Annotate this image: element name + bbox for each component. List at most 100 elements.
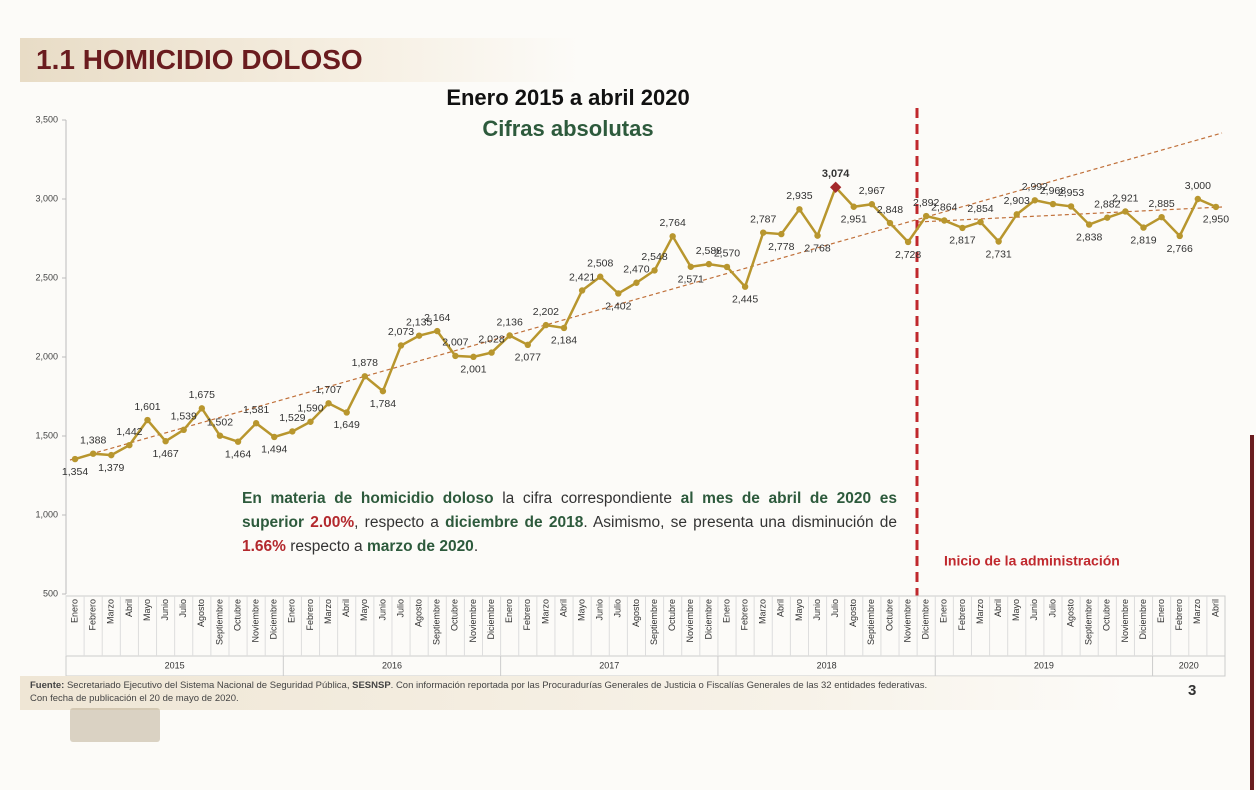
edge-bar	[1250, 435, 1254, 790]
value-label: 1,590	[297, 403, 323, 415]
value-label: 2,766	[1167, 243, 1193, 255]
value-label: 2,202	[533, 306, 559, 318]
x-tick-label: Julio	[613, 599, 623, 618]
value-label: 2,935	[786, 190, 812, 202]
year-label: 2015	[165, 660, 185, 670]
value-label: 2,885	[1148, 198, 1174, 210]
x-tick-label: Agosto	[196, 599, 206, 627]
value-label: 1,784	[370, 398, 396, 410]
point-marker	[506, 332, 513, 339]
value-label: 2,817	[949, 235, 975, 247]
point-marker	[434, 327, 441, 335]
value-label: 2,854	[967, 203, 993, 215]
value-label: 2,077	[515, 352, 541, 364]
point-marker	[397, 342, 405, 349]
annotation-text: En materia de homicidio doloso	[242, 490, 494, 507]
point-marker	[252, 420, 260, 427]
x-tick-label: Junio	[1029, 599, 1039, 621]
x-tick-label: Julio	[830, 599, 840, 618]
x-tick-label: Julio	[395, 599, 405, 618]
value-label: 1,464	[225, 448, 251, 460]
point-marker	[216, 432, 224, 439]
peak-marker	[829, 181, 842, 193]
value-label: 1,494	[261, 444, 287, 456]
x-tick-label: Enero	[939, 599, 949, 623]
annotation-text: marzo de 2020	[366, 538, 474, 555]
point-marker	[524, 341, 531, 349]
x-tick-label: Septiembre	[649, 599, 659, 645]
value-label: 1,581	[243, 404, 269, 416]
source: Secretariado Ejecutivo del Sistema Nacio…	[66, 680, 350, 691]
x-tick-label: Febrero	[957, 599, 967, 631]
value-label: 2,028	[478, 333, 504, 345]
value-label: 2,470	[623, 264, 649, 276]
x-tick-label: Octubre	[884, 599, 894, 631]
x-tick-label: Abril	[993, 599, 1003, 617]
value-label: 1,675	[189, 389, 215, 401]
point-marker	[126, 441, 133, 449]
year-label: 2020	[1179, 660, 1199, 670]
x-tick-label: Junio	[812, 599, 822, 621]
value-label: 2,728	[895, 249, 921, 261]
x-tick-label: Noviembre	[685, 599, 695, 643]
page-number: 3	[1188, 682, 1197, 699]
x-tick-label: Diciembre	[486, 599, 496, 640]
annotation-text: . Asimismo, se presenta una disminución …	[583, 514, 898, 531]
point-marker	[922, 212, 930, 220]
x-tick-label: Marzo	[758, 599, 768, 624]
period-label: Inicio de la administración	[944, 553, 1120, 569]
value-label: 2,950	[1203, 214, 1229, 226]
x-tick-label: Octubre	[667, 599, 677, 631]
point-marker	[234, 438, 242, 445]
x-tick-label: Octubre	[450, 599, 460, 631]
x-tick-label: Junio	[377, 599, 387, 621]
value-label: 2,951	[841, 214, 867, 226]
x-tick-label: Marzo	[323, 599, 333, 624]
value-label: 2,778	[768, 241, 794, 253]
value-label: 2,135	[406, 316, 432, 328]
source-rest: . Con información reportada por las Proc…	[390, 680, 928, 691]
point-marker	[741, 283, 749, 290]
point-marker	[1194, 195, 1202, 203]
value-label: 1,467	[152, 448, 178, 460]
y-tick-label: 2,000	[35, 351, 58, 361]
date-note: Con fecha de publicación el 20 de mayo d…	[30, 693, 239, 704]
value-label: 2,819	[1130, 234, 1156, 246]
point-marker	[108, 451, 115, 459]
value-label: 2,903	[1004, 195, 1030, 207]
x-tick-label: Marzo	[106, 599, 116, 624]
x-tick-label: Octubre	[232, 599, 242, 631]
point-marker	[289, 428, 296, 435]
annotation-text: 2.00%	[310, 514, 355, 531]
x-tick-label: Febrero	[88, 599, 98, 631]
annotation-text: la cifra correspondiente	[502, 490, 672, 507]
value-label: 2,838	[1076, 231, 1102, 243]
value-label: 1,601	[134, 401, 160, 413]
x-tick-label: Febrero	[1174, 599, 1184, 631]
value-label: 2,764	[660, 217, 686, 229]
y-tick-label: 1,500	[35, 430, 58, 440]
point-marker	[452, 352, 459, 360]
value-label: 2,968	[1040, 185, 1066, 197]
x-tick-label: Agosto	[848, 599, 858, 627]
point-marker	[325, 400, 332, 407]
value-label: 2,073	[388, 326, 414, 338]
point-marker	[1067, 203, 1075, 210]
point-marker	[760, 229, 767, 236]
value-label: 2,548	[641, 251, 667, 263]
x-tick-label: Octubre	[1102, 599, 1112, 631]
slide-title: 1.1 HOMICIDIO DOLOSO	[36, 44, 363, 75]
point-marker	[560, 324, 568, 332]
value-label: 1,649	[334, 419, 360, 431]
value-label: 1,529	[279, 412, 305, 424]
year-label: 2017	[599, 660, 619, 670]
point-marker	[1158, 213, 1165, 221]
x-tick-label: Enero	[69, 599, 79, 623]
point-marker	[1140, 224, 1147, 231]
point-marker	[1049, 200, 1057, 208]
value-label: 1,354	[62, 466, 88, 478]
value-label: 2,136	[497, 316, 523, 328]
point-marker	[850, 203, 857, 210]
